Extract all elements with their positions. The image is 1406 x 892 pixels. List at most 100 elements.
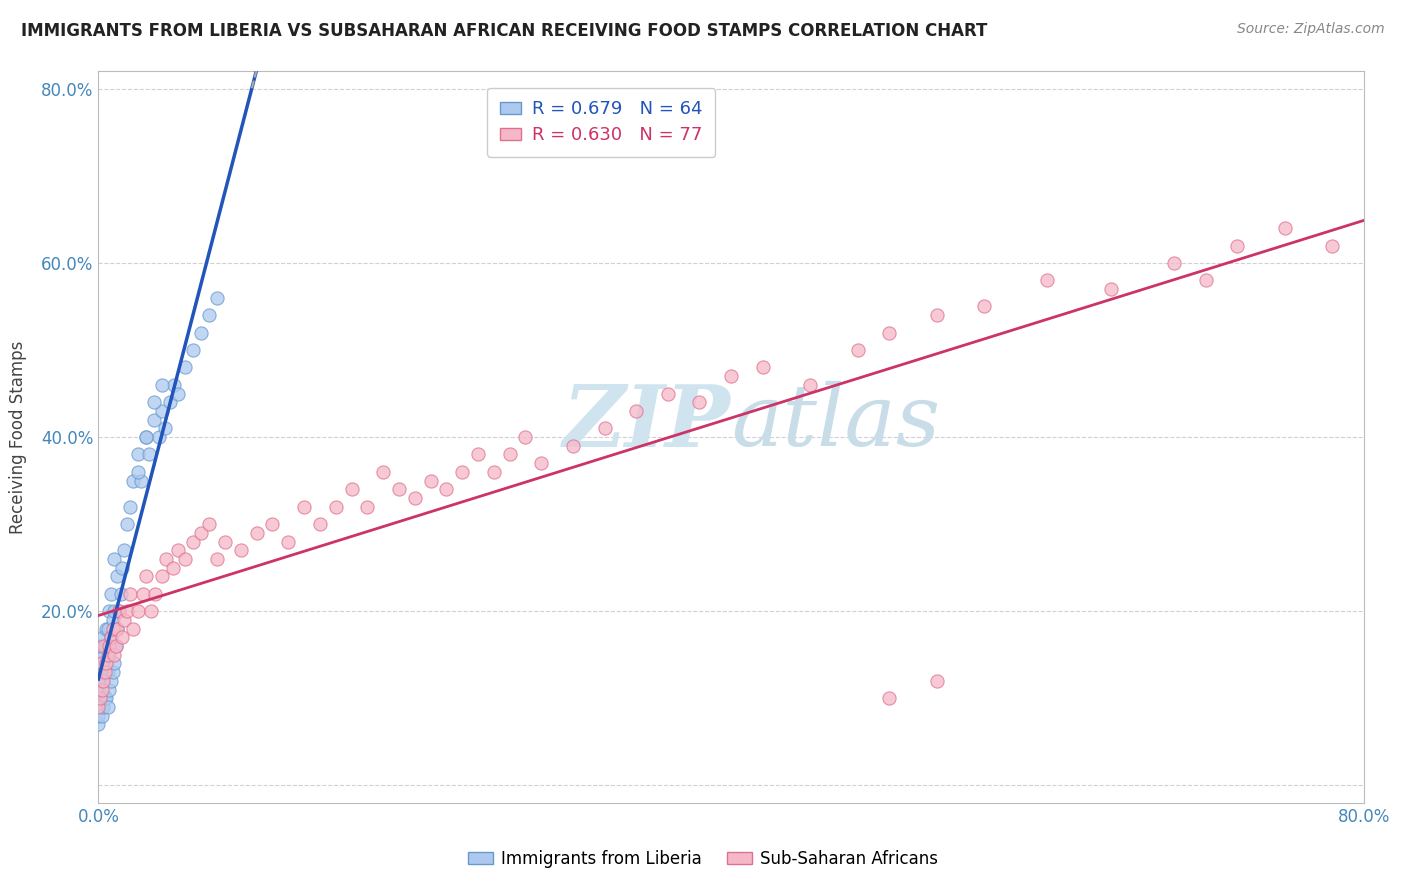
Point [214, 534, 236, 549]
Point [93, 691, 117, 706]
Point [515, 430, 537, 444]
Point [101, 613, 124, 627]
Point [356, 500, 378, 514]
Point [91, 700, 114, 714]
Point [98, 682, 121, 697]
Point [103, 604, 125, 618]
Point [101, 665, 124, 680]
Point [87, 639, 110, 653]
Point [1194, 273, 1216, 287]
Point [120, 500, 141, 514]
Point [91, 673, 114, 688]
Point [657, 386, 679, 401]
Point [108, 604, 131, 618]
Point [97, 665, 120, 680]
Point [720, 369, 742, 384]
Point [925, 308, 948, 322]
Point [467, 448, 489, 462]
Point [751, 360, 773, 375]
Point [96, 691, 118, 706]
Point [593, 421, 616, 435]
Point [561, 439, 585, 453]
Point [127, 604, 149, 618]
Point [87, 682, 110, 697]
Point [138, 448, 160, 462]
Point [132, 587, 155, 601]
Point [98, 639, 121, 653]
Point [100, 631, 122, 645]
Point [482, 465, 505, 479]
Point [104, 639, 127, 653]
Point [98, 604, 121, 618]
Point [87, 648, 110, 662]
Point [91, 665, 114, 680]
Point [101, 622, 124, 636]
Point [108, 604, 131, 618]
Point [122, 622, 145, 636]
Point [877, 326, 900, 340]
Point [229, 543, 252, 558]
Point [436, 483, 458, 497]
Point [309, 517, 332, 532]
Point [135, 569, 157, 583]
Point [107, 622, 129, 636]
Point [174, 552, 197, 566]
Y-axis label: Receiving Food Stamps: Receiving Food Stamps [10, 341, 27, 533]
Point [120, 587, 141, 601]
Point [190, 326, 212, 340]
Point [97, 648, 120, 662]
Point [148, 430, 170, 444]
Point [142, 412, 165, 426]
Point [87, 708, 110, 723]
Point [1226, 238, 1249, 252]
Point [129, 474, 152, 488]
Point [371, 465, 394, 479]
Point [90, 708, 112, 723]
Point [91, 631, 114, 645]
Point [198, 308, 221, 322]
Text: atlas: atlas [731, 381, 941, 464]
Point [166, 543, 188, 558]
Point [98, 648, 121, 662]
Point [142, 395, 165, 409]
Point [112, 543, 135, 558]
Point [90, 673, 112, 688]
Point [205, 552, 228, 566]
Point [159, 395, 181, 409]
Point [104, 639, 127, 653]
Point [93, 639, 117, 653]
Point [107, 569, 129, 583]
Point [198, 517, 221, 532]
Point [96, 657, 118, 671]
Point [498, 448, 520, 462]
Point [115, 604, 138, 618]
Point [688, 395, 710, 409]
Text: ZIP: ZIP [564, 381, 731, 464]
Point [115, 517, 138, 532]
Point [340, 483, 363, 497]
Point [325, 500, 347, 514]
Point [89, 691, 111, 706]
Point [87, 673, 110, 688]
Point [87, 700, 110, 714]
Point [155, 552, 177, 566]
Point [799, 377, 821, 392]
Point [122, 474, 145, 488]
Point [1274, 221, 1296, 235]
Point [388, 483, 411, 497]
Point [111, 631, 134, 645]
Point [163, 377, 186, 392]
Point [110, 587, 132, 601]
Point [87, 717, 110, 731]
Point [93, 665, 117, 680]
Point [205, 291, 228, 305]
Point [451, 465, 474, 479]
Point [87, 700, 110, 714]
Point [100, 673, 122, 688]
Point [90, 682, 112, 697]
Point [624, 404, 647, 418]
Point [1099, 282, 1122, 296]
Point [846, 343, 869, 357]
Legend: Immigrants from Liberia, Sub-Saharan Africans: Immigrants from Liberia, Sub-Saharan Afr… [461, 844, 945, 875]
Point [103, 552, 125, 566]
